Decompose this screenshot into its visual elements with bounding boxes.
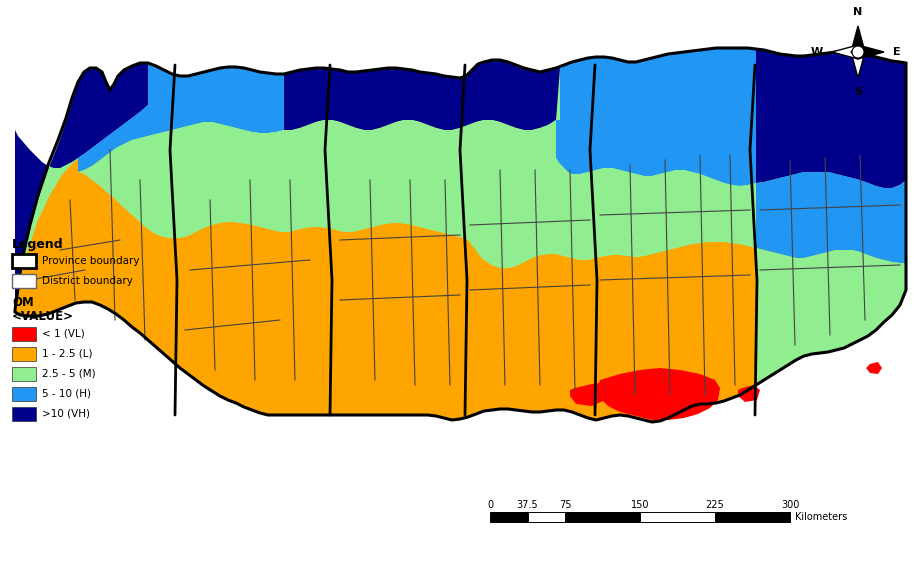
Text: 1 - 2.5 (L): 1 - 2.5 (L) <box>42 349 92 359</box>
Polygon shape <box>756 49 906 188</box>
Bar <box>640 512 715 522</box>
Text: District boundary: District boundary <box>42 276 133 286</box>
Text: 225: 225 <box>706 500 725 510</box>
Text: E: E <box>893 47 900 57</box>
Bar <box>12 274 36 288</box>
Polygon shape <box>598 368 720 420</box>
Text: 0: 0 <box>487 500 493 510</box>
Bar <box>12 407 36 421</box>
Bar <box>490 512 527 522</box>
Text: N: N <box>854 7 863 17</box>
Bar <box>12 367 36 381</box>
Bar <box>565 512 640 522</box>
Text: <VALUE>: <VALUE> <box>12 310 74 323</box>
Polygon shape <box>738 385 760 402</box>
Polygon shape <box>15 63 148 310</box>
Polygon shape <box>284 60 560 130</box>
Text: 150: 150 <box>631 500 649 510</box>
Polygon shape <box>866 362 882 374</box>
Circle shape <box>852 46 864 58</box>
Text: Kilometers: Kilometers <box>795 512 847 522</box>
Polygon shape <box>756 248 906 385</box>
Text: Province boundary: Province boundary <box>42 256 140 266</box>
Text: OM: OM <box>12 296 34 309</box>
Text: Legend: Legend <box>12 238 64 251</box>
Bar <box>715 512 790 522</box>
Text: 5 - 10 (H): 5 - 10 (H) <box>42 389 91 399</box>
Polygon shape <box>78 122 284 238</box>
Bar <box>12 387 36 401</box>
Polygon shape <box>284 120 756 268</box>
Polygon shape <box>556 48 756 186</box>
Polygon shape <box>851 26 865 52</box>
Polygon shape <box>756 172 906 290</box>
Polygon shape <box>832 45 858 59</box>
Bar <box>527 512 565 522</box>
Polygon shape <box>78 63 284 172</box>
Text: S: S <box>854 87 862 97</box>
Text: 2.5 - 5 (M): 2.5 - 5 (M) <box>42 369 96 379</box>
Polygon shape <box>858 45 884 59</box>
Bar <box>12 254 36 268</box>
Polygon shape <box>15 155 906 422</box>
Text: 75: 75 <box>558 500 571 510</box>
Text: < 1 (VL): < 1 (VL) <box>42 329 85 339</box>
Text: >10 (VH): >10 (VH) <box>42 409 90 419</box>
Text: W: W <box>811 47 823 57</box>
Polygon shape <box>570 382 608 406</box>
Bar <box>12 347 36 361</box>
Polygon shape <box>15 48 906 422</box>
Polygon shape <box>851 52 865 78</box>
Text: 37.5: 37.5 <box>516 500 538 510</box>
Bar <box>12 327 36 341</box>
Text: 300: 300 <box>781 500 799 510</box>
